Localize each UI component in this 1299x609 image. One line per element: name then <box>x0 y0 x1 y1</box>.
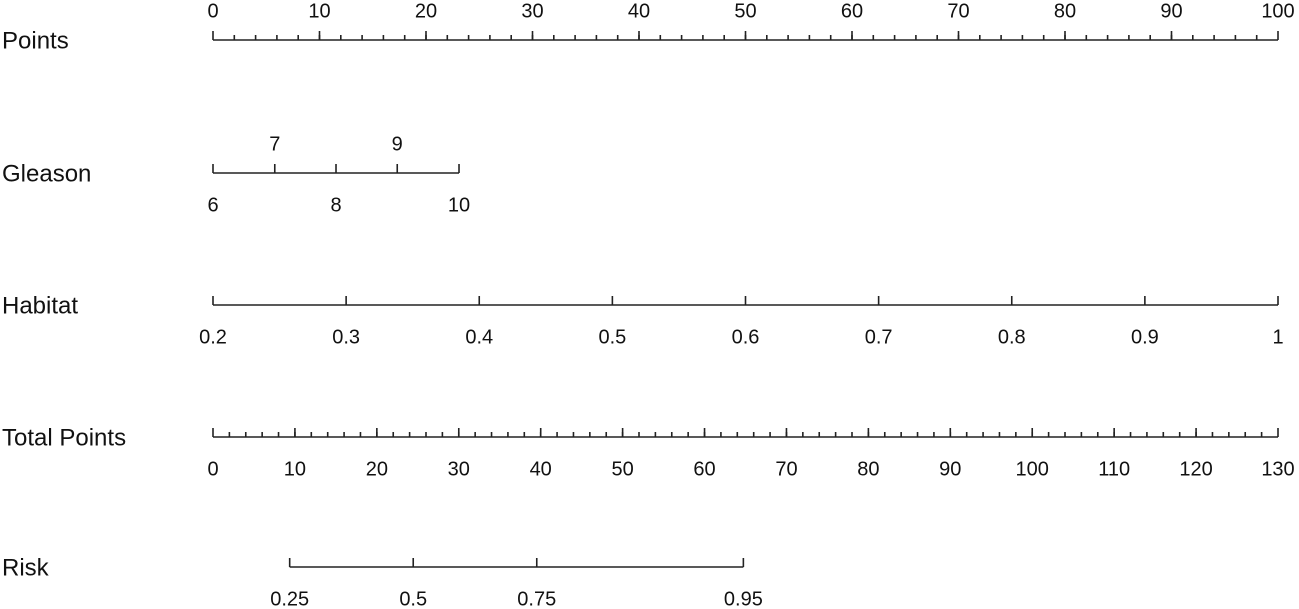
tick-label: 40 <box>628 0 650 22</box>
tick-label: 6 <box>207 194 218 216</box>
tick-label: 90 <box>1160 0 1182 22</box>
tick-label: 40 <box>530 458 552 480</box>
tick-label: 20 <box>415 0 437 22</box>
tick-label: 10 <box>448 194 470 216</box>
tick-label: 10 <box>308 0 330 22</box>
tick-label: 30 <box>448 458 470 480</box>
tick-label: 60 <box>693 458 715 480</box>
tick-label: 80 <box>857 458 879 480</box>
tick-label: 0.6 <box>732 326 760 348</box>
axis-name: Points <box>2 27 69 54</box>
tick-label: 7 <box>269 133 280 155</box>
axis-name: Habitat <box>2 292 78 319</box>
tick-label: 0.3 <box>332 326 360 348</box>
tick-label: 10 <box>284 458 306 480</box>
tick-label: 30 <box>521 0 543 22</box>
tick-label: 0 <box>207 0 218 22</box>
tick-label: 0.8 <box>998 326 1026 348</box>
axis-name: Risk <box>2 554 50 581</box>
tick-label: 100 <box>1261 0 1294 22</box>
tick-label: 0.5 <box>399 588 427 609</box>
tick-label: 70 <box>775 458 797 480</box>
tick-label: 100 <box>1016 458 1049 480</box>
tick-label: 0.75 <box>517 588 556 609</box>
tick-label: 9 <box>392 133 403 155</box>
tick-label: 0.5 <box>598 326 626 348</box>
tick-label: 80 <box>1054 0 1076 22</box>
tick-label: 0.9 <box>1131 326 1159 348</box>
axis-name: Total Points <box>2 424 126 451</box>
tick-label: 120 <box>1179 458 1212 480</box>
tick-label: 0 <box>207 458 218 480</box>
tick-label: 50 <box>734 0 756 22</box>
tick-label: 50 <box>611 458 633 480</box>
tick-label: 0.95 <box>724 588 763 609</box>
tick-label: 0.7 <box>865 326 893 348</box>
tick-label: 70 <box>947 0 969 22</box>
axis-name: Gleason <box>2 160 91 187</box>
tick-label: 8 <box>330 194 341 216</box>
tick-label: 0.4 <box>465 326 493 348</box>
tick-label: 0.2 <box>199 326 227 348</box>
tick-label: 130 <box>1261 458 1294 480</box>
tick-label: 20 <box>366 458 388 480</box>
tick-label: 60 <box>841 0 863 22</box>
tick-label: 1 <box>1272 326 1283 348</box>
tick-label: 0.25 <box>270 588 309 609</box>
tick-label: 90 <box>939 458 961 480</box>
tick-label: 110 <box>1098 458 1130 480</box>
